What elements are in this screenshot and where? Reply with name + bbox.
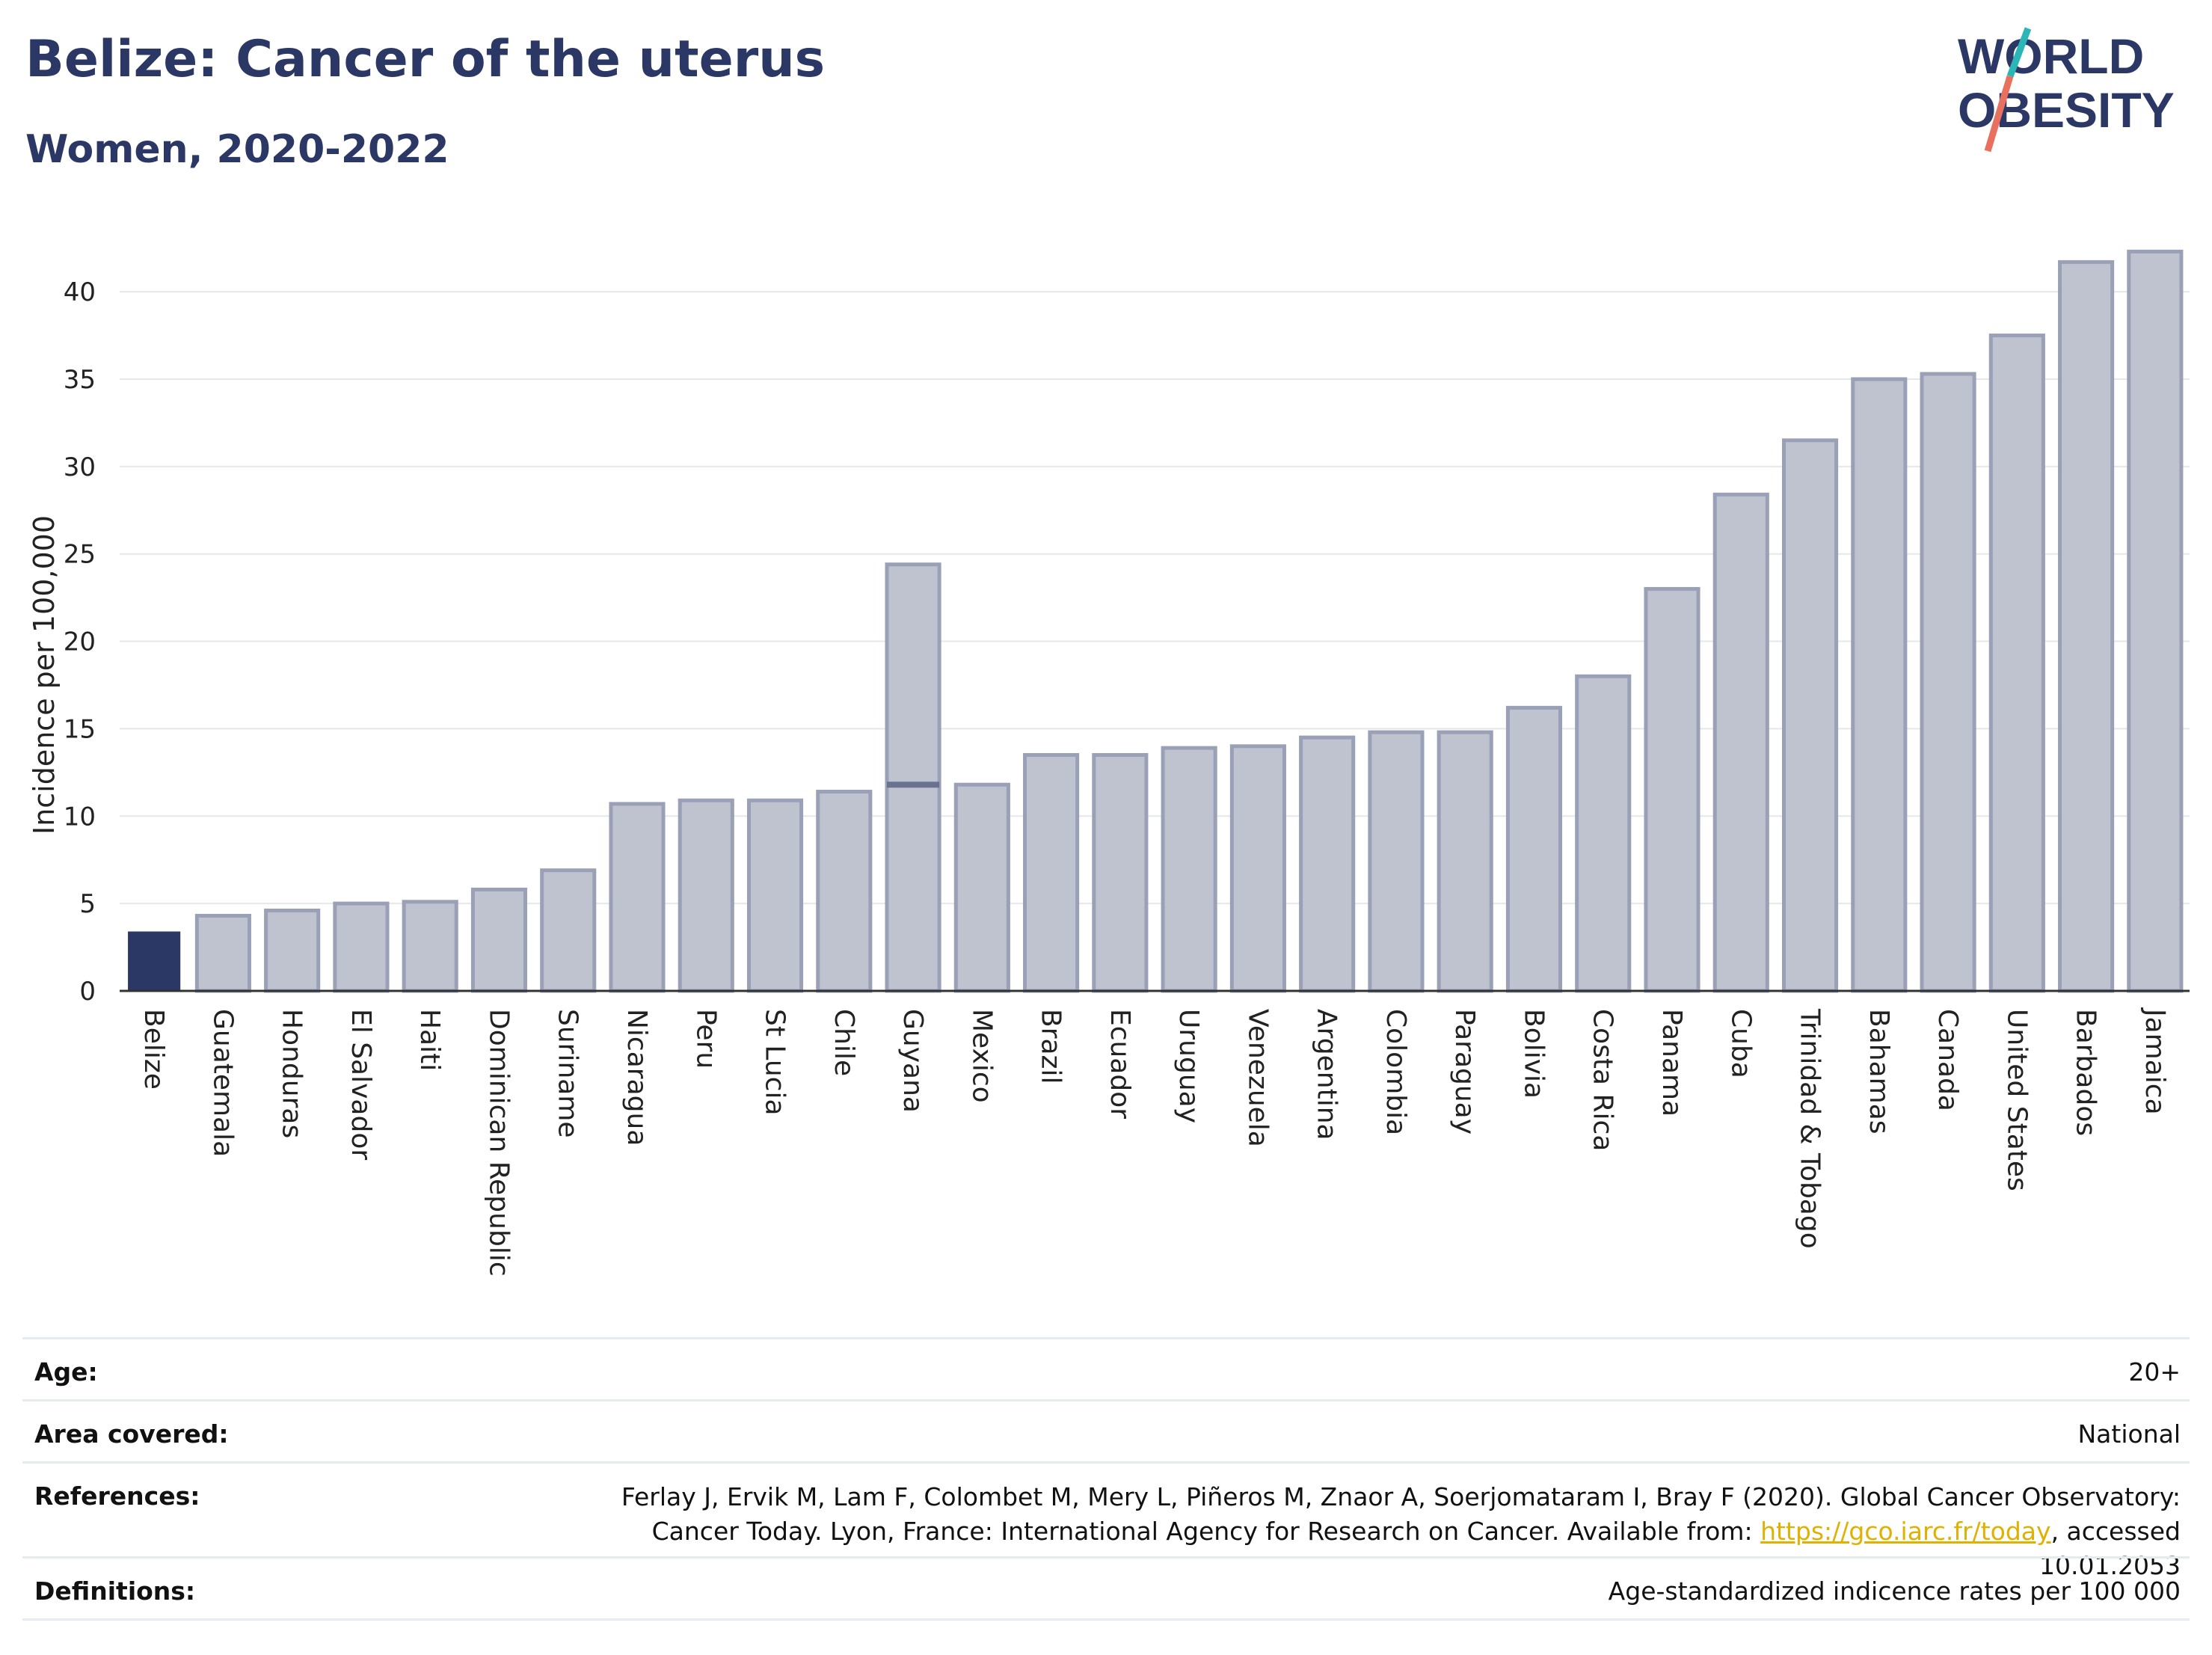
logo-text-world: WORLD	[1958, 28, 2144, 84]
x-tick-label: Panama	[1656, 1009, 1687, 1117]
y-tick-label: 5	[79, 889, 96, 919]
x-tick-label: Nicaragua	[621, 1009, 652, 1146]
y-axis-label: Incidence per 100,000	[28, 515, 61, 835]
bar-chart: 0 5 10 15 20 25 30 35 40 Incidence per 100,000 Bel…	[28, 249, 2190, 1277]
x-tick-label: Colombia	[1380, 1009, 1411, 1135]
x-tick-label: Brazil	[1036, 1009, 1066, 1084]
x-tick-label: Haiti	[414, 1009, 445, 1071]
bar-suriname	[540, 868, 597, 993]
bar-trinidad-tobago	[1781, 438, 1839, 993]
x-tick-label: Jamaica	[2139, 1007, 2170, 1115]
info-row-references: References: Ferlay J, Ervik M, Lam F, Co…	[22, 1461, 2190, 1580]
bar-canada	[1920, 372, 1976, 993]
bar-ecuador	[1092, 752, 1149, 993]
age-value: 20+	[2128, 1357, 2181, 1387]
y-tick-label: 25	[64, 540, 96, 570]
x-tick-label: Honduras	[277, 1009, 307, 1138]
x-tick-label: Suriname	[553, 1009, 583, 1138]
bar-jamaica	[2127, 249, 2184, 993]
info-table: Age: 20+ Area covered: National Referenc…	[22, 1337, 2190, 1621]
bar-st-lucia	[746, 798, 804, 993]
x-tick-label: Cuba	[1725, 1009, 1756, 1078]
area-value: National	[2077, 1419, 2181, 1449]
y-tick-label: 15	[64, 714, 96, 744]
y-tick-label: 35	[64, 365, 96, 395]
x-tick-label: Guatemala	[207, 1009, 238, 1157]
bar-barbados	[2058, 260, 2115, 993]
x-tick-label: Paraguay	[1449, 1009, 1480, 1134]
references-link[interactable]: https://gco.iarc.fr/today	[1760, 1517, 2051, 1546]
info-row-definitions: Definitions: Age-standardized indicence …	[22, 1556, 2190, 1621]
x-tick-label: Ecuador	[1105, 1009, 1135, 1119]
x-tick-label: Uruguay	[1173, 1009, 1204, 1123]
bar-bahamas	[1851, 377, 1908, 993]
x-tick-label: Argentina	[1312, 1009, 1342, 1140]
x-tick-label: Trinidad & Tobago	[1795, 1008, 1825, 1249]
bar-guyana	[885, 562, 941, 993]
bar-paraguay	[1437, 730, 1493, 993]
x-tick-label: Chile	[829, 1009, 859, 1076]
info-row-age: Age: 20+	[22, 1337, 2190, 1399]
bar-bolivia	[1505, 705, 1563, 993]
x-tick-label: Bolivia	[1518, 1009, 1549, 1099]
y-tick-label: 30	[64, 452, 96, 482]
logo-slash-teal	[2006, 27, 2032, 78]
x-tick-label: Barbados	[2071, 1009, 2101, 1136]
bar-costa-rica	[1575, 674, 1632, 993]
definitions-value: Age-standardized indicence rates per 100…	[1608, 1576, 2181, 1606]
bar-belize	[128, 931, 181, 991]
chart-subtitle: Women, 2020-2022	[25, 127, 449, 172]
bar-brazil	[1023, 752, 1080, 993]
bar-panama	[1644, 586, 1701, 993]
bar-argentina	[1299, 735, 1356, 993]
x-tick-label: United States	[2001, 1009, 2032, 1191]
y-tick-label: 0	[79, 977, 96, 1007]
bar-guatemala	[194, 914, 251, 993]
bar-uruguay	[1161, 746, 1217, 993]
references-value: Ferlay J, Ervik M, Lam F, Colombet M, Me…	[535, 1480, 2181, 1583]
info-row-area: Area covered: National	[22, 1399, 2190, 1461]
area-label: Area covered:	[34, 1419, 229, 1449]
y-tick-label: 10	[64, 802, 96, 832]
bar-nicaragua	[609, 802, 666, 993]
bar-peru	[678, 798, 734, 993]
definitions-label: Definitions:	[34, 1576, 196, 1606]
bar-chile	[816, 790, 873, 993]
bar-honduras	[264, 908, 321, 993]
references-label: References:	[34, 1481, 200, 1511]
x-tick-label: El Salvador	[345, 1009, 376, 1160]
logo-slash-coral	[1984, 75, 2014, 153]
references-text: Ferlay J, Ervik M, Lam F, Colombet M, Me…	[621, 1482, 2181, 1546]
bar-dominican-republic	[470, 887, 528, 993]
x-tick-label: Peru	[690, 1009, 721, 1069]
bar-haiti	[402, 900, 458, 993]
bar-united-states	[1988, 334, 2045, 993]
world-obesity-logo: WORLD OBESITY	[1958, 27, 2175, 153]
x-tick-label: Canada	[1932, 1009, 1963, 1111]
x-tick-label: Costa Rica	[1588, 1009, 1618, 1151]
chart-title: Belize: Cancer of the uterus	[25, 30, 826, 89]
y-tick-label: 40	[64, 277, 96, 307]
x-tick-label: St Lucia	[760, 1009, 790, 1116]
x-tick-label: Bahamas	[1864, 1009, 1894, 1134]
age-label: Age:	[34, 1357, 98, 1387]
bar-cuba	[1712, 492, 1769, 993]
x-tick-label: Dominican Republic	[483, 1009, 514, 1277]
bar-el-salvador	[333, 901, 390, 993]
x-tick-label: Belize	[138, 1009, 169, 1090]
x-tick-label: Mexico	[966, 1009, 997, 1103]
x-tick-label: Venezuela	[1242, 1009, 1273, 1147]
bar-mexico	[953, 782, 1010, 993]
references-accessed: , accessed 10.01.2053	[2039, 1517, 2181, 1580]
y-tick-label: 20	[64, 627, 96, 657]
bar-colombia	[1368, 730, 1425, 993]
x-tick-label: Guyana	[897, 1009, 928, 1113]
bar-venezuela	[1229, 744, 1286, 993]
